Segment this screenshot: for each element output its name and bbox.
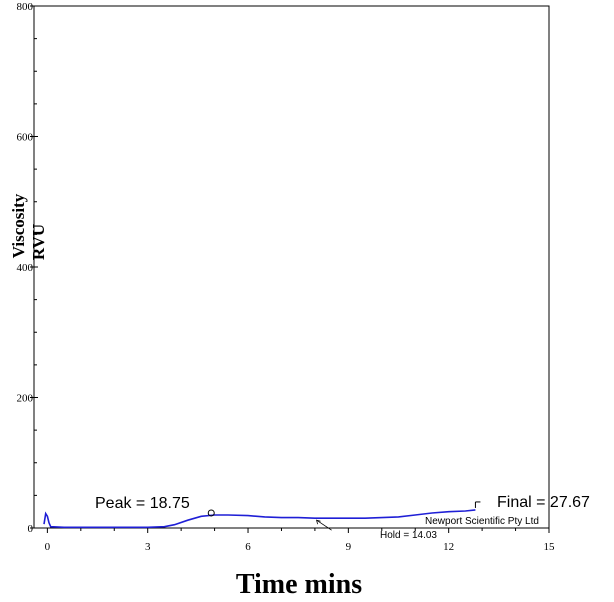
credit-text: Newport Scientific Pty Ltd [425, 516, 539, 527]
hold-arrow-head [316, 519, 321, 525]
hold-annotation: Hold = 14.03 [380, 530, 437, 541]
y-axis-title-line1: Viscosity [9, 193, 28, 258]
x-tick-label-15: 15 [544, 541, 556, 553]
y-tick-label-800: 800 [17, 1, 34, 13]
axis-ticks: 0 200 400 600 800 0 3 6 9 12 15 [17, 1, 556, 553]
y-tick-label-400: 400 [17, 262, 34, 274]
peak-marker [207, 509, 215, 517]
x-tick-label-9: 9 [346, 541, 352, 553]
y-tick-label-0: 0 [28, 523, 34, 535]
x-tick-label-3: 3 [145, 541, 151, 553]
final-annotation: Final = 27.67 [497, 494, 590, 511]
x-tick-label-0: 0 [45, 541, 51, 553]
x-axis-title: Time mins [236, 569, 362, 600]
peak-annotation: Peak = 18.75 [95, 495, 190, 512]
y-axis-title-line2: RVU [29, 224, 48, 260]
plot-area-frame [33, 5, 550, 529]
annotations-group: Peak = 18.75 Hold = 14.03 Final = 27.67 New… [95, 494, 590, 541]
series-line-0 [43, 509, 476, 529]
x-tick-label-12: 12 [443, 541, 454, 553]
y-tick-label-200: 200 [17, 393, 34, 405]
x-tick-label-6: 6 [245, 541, 251, 553]
hold-arrow [316, 519, 332, 531]
series-group [43, 509, 476, 529]
y-tick-label-600: 600 [17, 132, 34, 144]
